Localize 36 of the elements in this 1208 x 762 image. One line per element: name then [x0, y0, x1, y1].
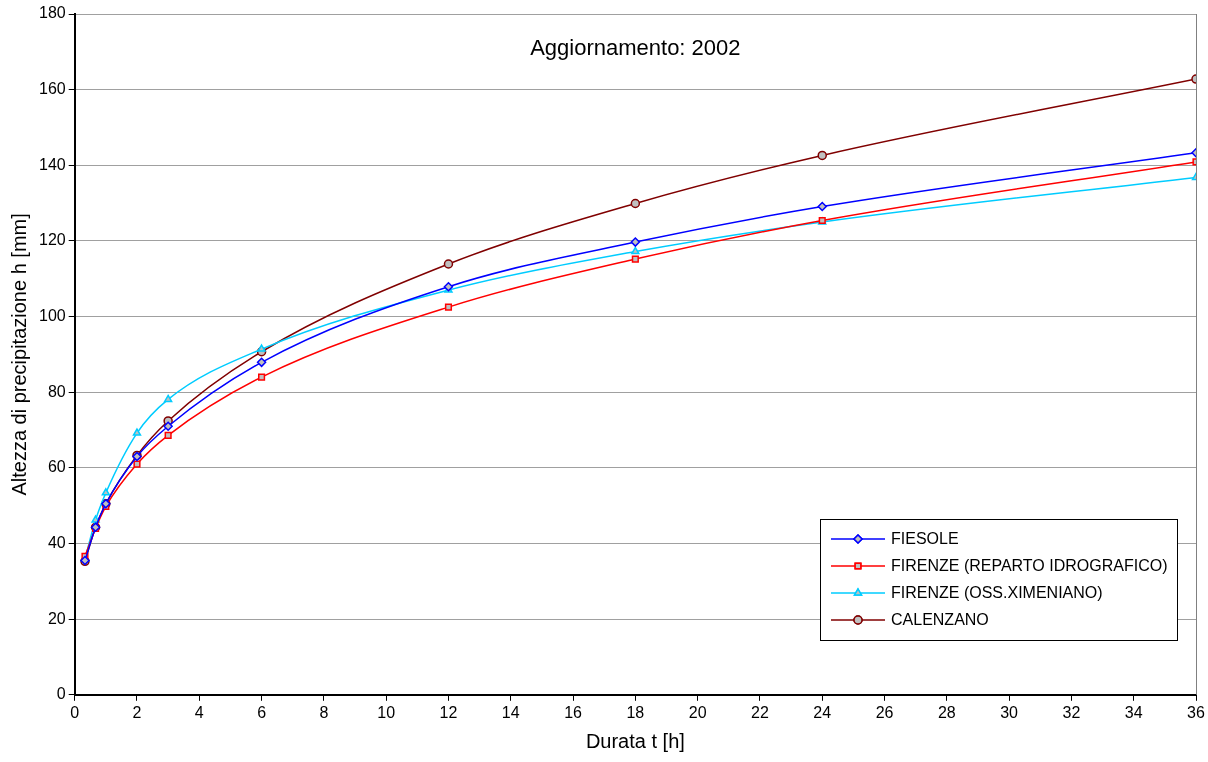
- x-tick-label: 4: [194, 703, 204, 721]
- y-tick-label: 160: [38, 80, 66, 98]
- x-tick-label: 16: [564, 703, 583, 721]
- y-tick-label: 140: [38, 155, 66, 173]
- y-tick-label: 20: [47, 609, 66, 627]
- x-tick-label: 8: [319, 703, 329, 721]
- y-tick-label: 40: [47, 533, 66, 551]
- y-tick-label: 0: [56, 685, 66, 703]
- x-tick-label: 32: [1062, 703, 1081, 721]
- annotation: Aggiornamento: 2002: [530, 35, 741, 61]
- x-tick-label: 34: [1124, 703, 1143, 721]
- x-tick-label: 30: [1000, 703, 1019, 721]
- y-tick-label: 60: [47, 458, 66, 476]
- x-tick-label: 26: [875, 703, 894, 721]
- legend-label: FIRENZE (REPARTO IDROGRAFICO): [891, 557, 1168, 576]
- x-tick-label: 12: [439, 703, 458, 721]
- y-tick-label: 100: [38, 306, 66, 324]
- x-tick-label: 36: [1187, 703, 1205, 721]
- y-tick-label: 80: [47, 382, 66, 400]
- x-tick-label: 18: [626, 703, 645, 721]
- x-tick-label: 24: [813, 703, 832, 721]
- legend-label: FIESOLE: [891, 530, 959, 549]
- x-tick-label: 20: [688, 703, 707, 721]
- y-tick-label: 180: [38, 4, 66, 22]
- x-tick-label: 14: [501, 703, 520, 721]
- x-tick-label: 2: [132, 703, 142, 721]
- x-tick-label: 22: [751, 703, 769, 721]
- y-axis-title: Altezza di precipitazione h [mm]: [7, 213, 30, 496]
- x-axis-title: Durata t [h]: [585, 729, 685, 752]
- x-tick-label: 10: [377, 703, 396, 721]
- x-tick-label: 28: [937, 703, 956, 721]
- legend-label: FIRENZE (OSS.XIMENIANO): [891, 584, 1103, 603]
- x-tick-label: 0: [70, 703, 80, 721]
- x-tick-label: 6: [257, 703, 267, 721]
- legend-label: CALENZANO: [891, 611, 989, 630]
- y-tick-label: 120: [38, 231, 66, 249]
